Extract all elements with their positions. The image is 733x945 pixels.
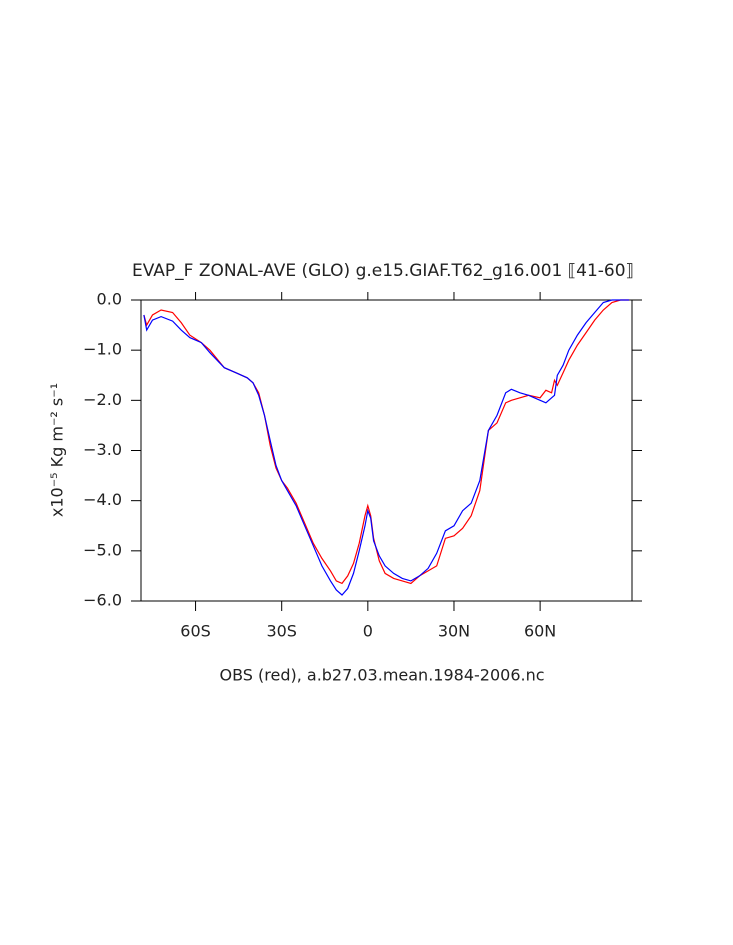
series-line <box>143 299 630 596</box>
x-tick-label: 30N <box>438 622 470 641</box>
y-tick-label: −3.0 <box>83 440 122 459</box>
x-tick-label: 30S <box>266 622 297 641</box>
x-axis-label: OBS (red), a.b27.03.mean.1984-2006.nc <box>219 666 544 685</box>
y-tick-label: −1.0 <box>83 340 122 359</box>
x-tick-label: 0 <box>363 622 373 641</box>
y-tick-label: −4.0 <box>83 490 122 509</box>
x-tick-label: 60N <box>524 622 556 641</box>
y-tick-label: −6.0 <box>83 591 122 610</box>
y-axis-label: x10⁻⁵ Kg m⁻² s⁻¹ <box>48 383 67 517</box>
y-tick-label: −5.0 <box>83 540 122 559</box>
x-tick-label: 60S <box>180 622 211 641</box>
y-tick-label: −2.0 <box>83 390 122 409</box>
y-tick-label: 0.0 <box>97 290 122 309</box>
chart-title: EVAP_F ZONAL-AVE (GLO) g.e15.GIAF.T62_g1… <box>132 261 634 281</box>
